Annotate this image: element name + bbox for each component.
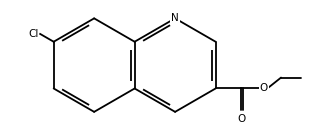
Text: Cl: Cl (28, 29, 38, 39)
Text: O: O (260, 83, 268, 93)
Text: O: O (238, 114, 246, 124)
Text: N: N (171, 13, 179, 23)
